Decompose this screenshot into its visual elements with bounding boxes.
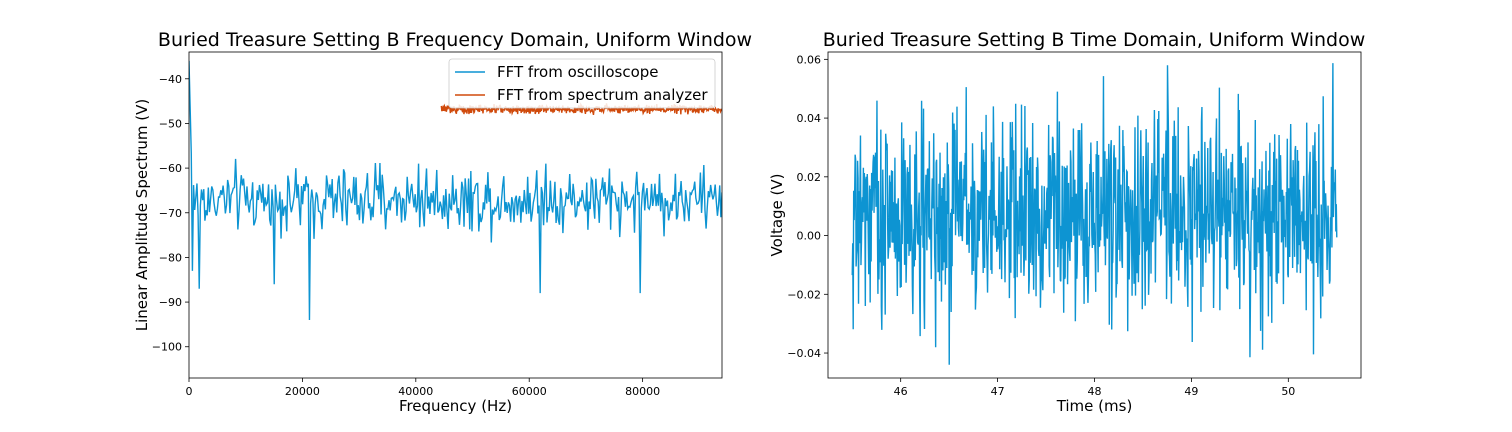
time-domain-panel: Buried Treasure Setting B Time Domain, U… [768,29,1365,415]
y-tick-label: −40 [159,73,182,86]
y-tick-label: 0.06 [797,53,822,66]
x-tick-label: 60000 [512,385,547,398]
y-tick-label: −100 [152,341,182,354]
x-tick-label: 48 [1088,385,1102,398]
y-tick-label: 0.04 [797,112,822,125]
y-axis-label: Linear Amplitude Spectrum (V) [133,99,151,331]
x-axis-label: Frequency (Hz) [399,397,512,415]
x-axis-label: Time (ms) [1056,397,1133,415]
x-tick-label: 20000 [285,385,320,398]
legend: FFT from oscilloscope FFT from spectrum … [448,58,716,109]
y-axis-label: Voltage (V) [768,174,786,257]
y-tick-label: −0.04 [787,347,821,360]
y-tick-label: −90 [159,296,182,309]
x-tick-label: 46 [894,385,908,398]
plot-frame [188,51,723,379]
legend-label-spectrum-analyzer: FFT from spectrum analyzer [497,86,708,104]
x-tick-label: 50 [1281,385,1295,398]
x-tick-label: 0 [186,385,193,398]
frequency-domain-panel: Buried Treasure Setting B Frequency Doma… [133,29,752,415]
y-tick-label: −60 [159,162,182,175]
y-tick-label: 0.02 [797,171,822,184]
y-tick-label: −80 [159,251,182,264]
y-tick-label: 0.00 [797,230,822,243]
chart-title: Buried Treasure Setting B Time Domain, U… [823,29,1366,51]
y-tick-label: −0.02 [787,288,821,301]
legend-box [448,58,716,109]
x-tick-label: 80000 [625,385,660,398]
tick-group: 46 47 48 49 50 −0.04 −0.02 0.00 0.02 0.04 0.06 [787,53,1295,398]
tick-group: 0 20000 40000 60000 80000 −100 −90 −80 −70 −60 −50… [152,73,660,398]
series-line-voltage [851,63,1338,365]
series-line-oscilloscope [189,60,722,320]
legend-label-oscilloscope: FFT from oscilloscope [497,63,659,81]
plot-frame [827,51,1362,379]
x-tick-label: 49 [1184,385,1198,398]
x-tick-label: 47 [991,385,1005,398]
y-tick-label: −50 [159,117,182,130]
y-tick-label: −70 [159,207,182,220]
x-tick-label: 40000 [398,385,433,398]
chart-title: Buried Treasure Setting B Frequency Doma… [158,29,752,51]
